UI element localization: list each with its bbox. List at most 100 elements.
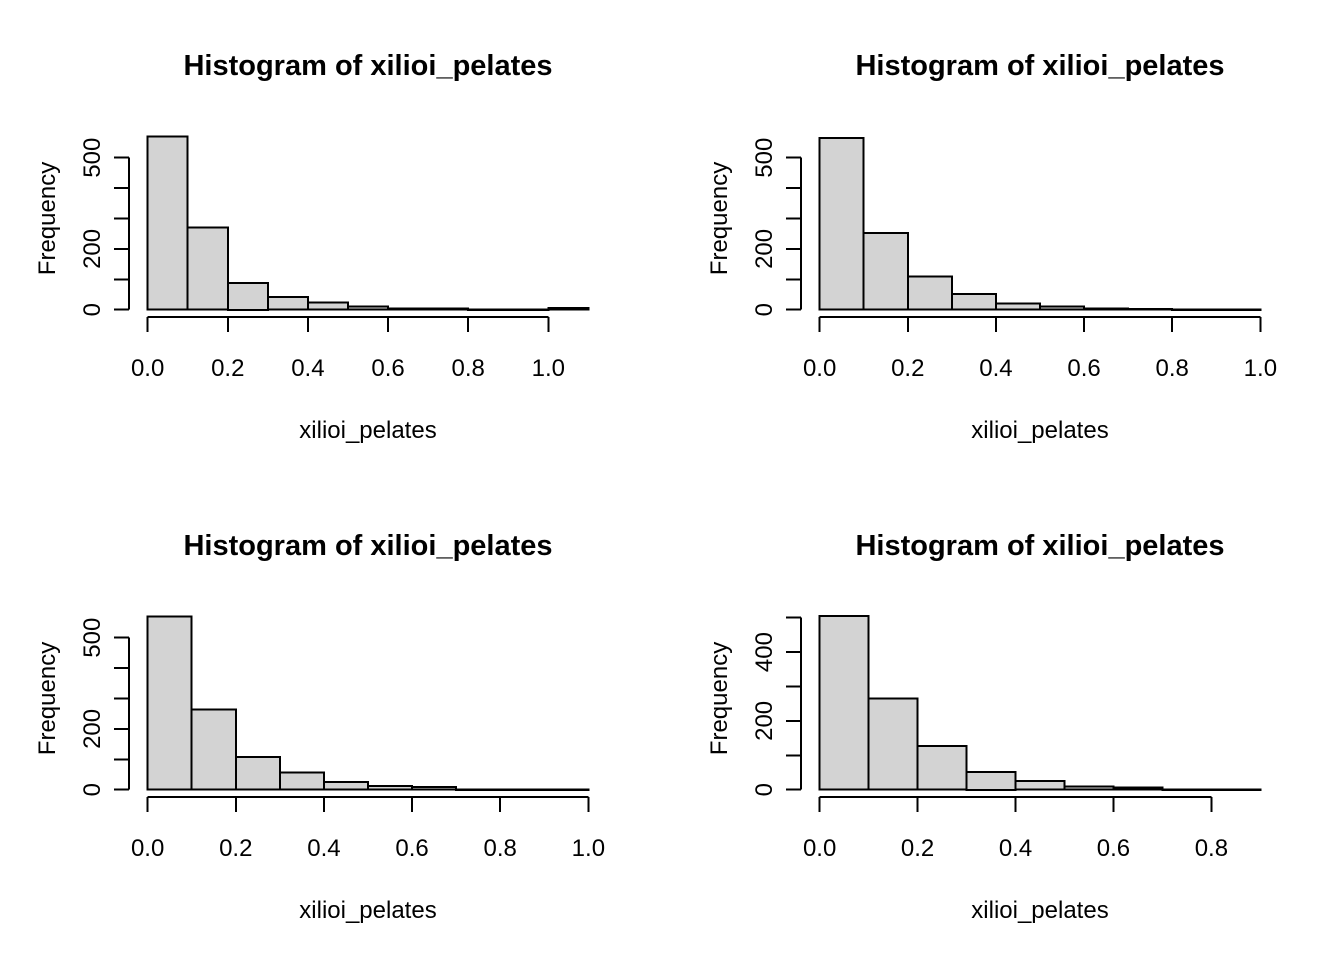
histogram-bar [146, 615, 193, 791]
histogram-bar [427, 307, 470, 311]
histogram-bar [818, 614, 870, 791]
x-tick-label: 0.0 [131, 835, 164, 862]
histogram-bar [411, 786, 458, 791]
y-tick-label: 0 [79, 783, 106, 796]
x-axis [818, 316, 1262, 332]
histogram-bar [186, 226, 229, 311]
x-tick-label: 0.8 [451, 355, 484, 382]
y-tick-label: 0 [751, 783, 778, 796]
x-tick-label: 0.2 [211, 355, 244, 382]
histogram-bar [1210, 788, 1262, 791]
y-axis [786, 616, 802, 791]
histogram-bar [1112, 786, 1164, 791]
histogram-bar [499, 788, 546, 791]
histogram-bar [234, 755, 281, 791]
histogram-bar [547, 306, 590, 311]
x-tick-label: 0.0 [803, 355, 836, 382]
histogram-bars [146, 615, 590, 791]
x-tick-label: 0.4 [307, 835, 340, 862]
histogram-bar [190, 708, 237, 791]
histogram-bar [455, 788, 502, 791]
histogram-bar [867, 697, 919, 791]
x-tick-label: 1.0 [572, 835, 605, 862]
y-tick-label: 200 [79, 229, 106, 269]
histogram-bar [916, 745, 968, 791]
histogram-panel-bottom-left: 0 200 500 0.0 0.2 0.4 0.6 0.8 1.0 Histogram of xi… [0, 480, 672, 960]
x-tick-label: 0.8 [1156, 355, 1189, 382]
histogram-bar [146, 135, 189, 311]
x-tick-label: 0.8 [484, 835, 517, 862]
histogram-bar [1215, 308, 1262, 311]
panel-title: Histogram of xilioi_pelates [183, 50, 552, 82]
y-tick-label: 500 [751, 138, 778, 178]
histogram-svg-bottom-left: 0 200 500 0.0 0.2 0.4 0.6 0.8 1.0 Histogram of xi… [34, 530, 605, 924]
y-axis [114, 636, 130, 791]
x-axis [146, 316, 550, 332]
panel-title: Histogram of xilioi_pelates [855, 530, 1224, 562]
histogram-svg-bottom-right: 0 200 400 0.0 0.2 0.4 0.6 0.8 Histogram of xilio… [706, 530, 1262, 924]
x-tick-label: 0.0 [131, 355, 164, 382]
x-tick-label: 1.0 [532, 355, 565, 382]
histogram-bar [965, 771, 1017, 791]
histogram-bar [367, 785, 414, 791]
x-tick-label: 0.6 [395, 835, 428, 862]
panel-title: Histogram of xilioi_pelates [855, 50, 1224, 82]
x-tick-label: 0.8 [1195, 835, 1228, 862]
x-axis-label: xilioi_pelates [971, 897, 1108, 924]
histogram-bars [818, 136, 1262, 311]
y-axis-label: Frequency [706, 642, 733, 755]
histogram-bar [306, 301, 349, 311]
histogram-bar [278, 771, 325, 791]
y-tick-label: 0 [751, 303, 778, 316]
x-axis-label: xilioi_pelates [971, 417, 1108, 444]
histogram-bar [1161, 788, 1213, 791]
x-tick-label: 0.2 [891, 355, 924, 382]
x-tick-label: 0.4 [979, 355, 1012, 382]
y-tick-label: 200 [751, 701, 778, 741]
y-tick-label: 500 [79, 618, 106, 658]
x-axis-label: xilioi_pelates [299, 897, 436, 924]
x-axis [146, 796, 590, 812]
histogram-bar [994, 302, 1041, 311]
x-tick-label: 1.0 [1244, 355, 1277, 382]
histogram-bar [906, 275, 953, 311]
histogram-bars [146, 135, 590, 311]
y-tick-label: 0 [79, 303, 106, 316]
histogram-svg-top-right: 0 200 500 0.0 0.2 0.4 0.6 0.8 1.0 Histogram of xi… [706, 50, 1277, 444]
histogram-bar [347, 305, 390, 311]
histogram-bar [226, 282, 269, 311]
histogram-bar [467, 308, 510, 311]
histogram-bar [1127, 307, 1174, 311]
histogram-bar [950, 292, 997, 311]
x-axis [818, 796, 1213, 812]
x-tick-label: 0.6 [1067, 355, 1100, 382]
y-axis-label: Frequency [34, 162, 61, 275]
histogram-bar [1083, 307, 1130, 311]
histogram-bar [1171, 308, 1218, 311]
y-axis [114, 156, 130, 311]
histogram-bar [1039, 305, 1086, 311]
histogram-panel-bottom-right: 0 200 400 0.0 0.2 0.4 0.6 0.8 Histogram of xilio… [672, 480, 1344, 960]
y-axis-label: Frequency [706, 162, 733, 275]
histogram-bar [507, 308, 550, 311]
histogram-bar [266, 295, 309, 311]
x-tick-label: 0.6 [371, 355, 404, 382]
panel-title: Histogram of xilioi_pelates [183, 530, 552, 562]
histogram-bar [862, 231, 909, 311]
histogram-bar [543, 788, 590, 791]
x-tick-label: 0.6 [1097, 835, 1130, 862]
x-tick-label: 0.2 [219, 835, 252, 862]
y-tick-label: 400 [751, 632, 778, 672]
x-tick-label: 0.0 [803, 835, 836, 862]
histogram-bar [818, 136, 865, 311]
histogram-panel-top-left: 0 200 500 0.0 0.2 0.4 0.6 0.8 1.0 Histogram of xi… [0, 0, 672, 480]
histogram-bar [387, 307, 430, 311]
x-tick-label: 0.4 [291, 355, 324, 382]
y-tick-label: 500 [79, 138, 106, 178]
histogram-svg-top-left: 0 200 500 0.0 0.2 0.4 0.6 0.8 1.0 Histogram of xi… [34, 50, 590, 444]
histogram-bar [1014, 779, 1066, 791]
histogram-panel-top-right: 0 200 500 0.0 0.2 0.4 0.6 0.8 1.0 Histogram of xi… [672, 0, 1344, 480]
y-axis [786, 156, 802, 311]
